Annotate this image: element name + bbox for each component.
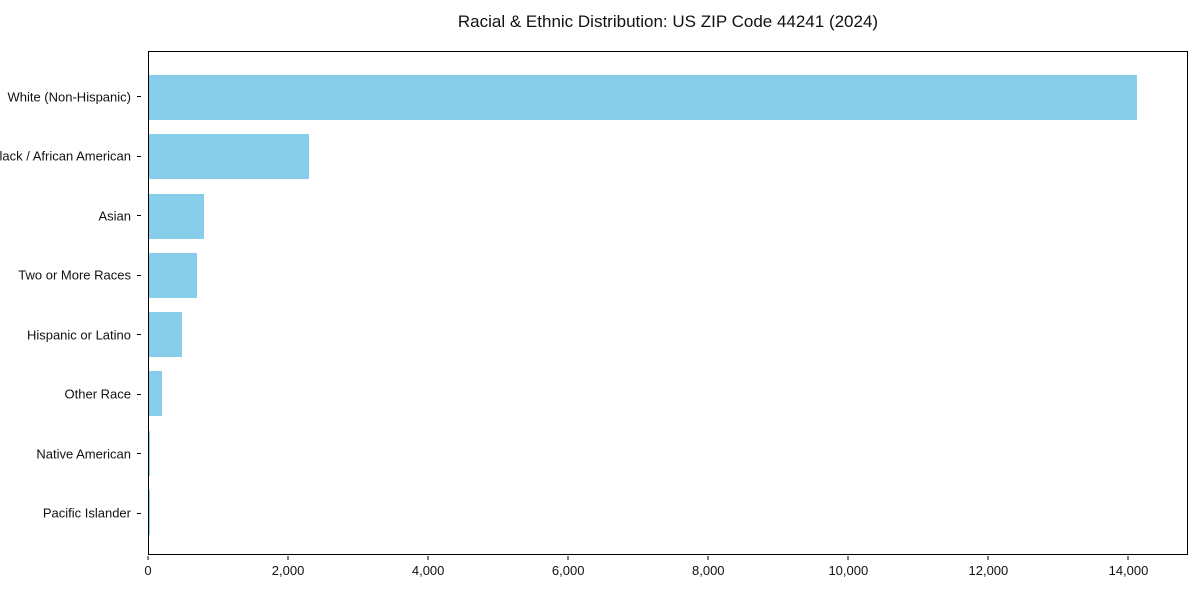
bar-row — [149, 246, 1187, 305]
bar-asian — [149, 193, 204, 239]
bar-hispanic-or-latino — [149, 312, 182, 358]
y-tick-mark — [137, 453, 141, 455]
y-tick-label: Two or More Races — [18, 267, 131, 283]
y-tick-label: Black / African American — [0, 148, 131, 164]
y-tick-label: Other Race — [64, 386, 131, 402]
bar-row — [149, 305, 1187, 364]
plot-area — [148, 51, 1188, 555]
x-tick-label: 6,000 — [551, 563, 585, 578]
x-tick-label: 12,000 — [968, 563, 1009, 578]
x-tick-mark — [567, 556, 569, 560]
y-tick-mark — [137, 274, 141, 276]
y-tick-mark — [137, 96, 141, 98]
x-tick-mark — [427, 556, 429, 560]
y-tick-label: Native American — [36, 446, 131, 462]
x-tick-label: 0 — [144, 563, 152, 578]
bar-black-african-american — [149, 134, 310, 180]
bar-row — [149, 187, 1187, 246]
x-tick-label: 4,000 — [411, 563, 445, 578]
y-tick-mark — [137, 393, 141, 395]
y-tick-mark — [137, 215, 141, 217]
x-tick-mark — [147, 556, 149, 560]
bar-row — [149, 68, 1187, 127]
bar-row — [149, 424, 1187, 483]
bar-native-american — [149, 430, 150, 476]
x-axis: 0 2,000 4,000 6,000 8,000 10,000 12,000 14,000 — [144, 556, 1188, 596]
x-tick-label: 2,000 — [271, 563, 305, 578]
bar-row — [149, 483, 1187, 542]
y-tick-mark — [137, 512, 141, 514]
chart-title: Racial & Ethnic Distribution: US ZIP Cod… — [457, 12, 879, 31]
x-tick-mark — [847, 556, 849, 560]
x-tick-label: 8,000 — [691, 563, 725, 578]
y-tick-label: Pacific Islander — [42, 505, 131, 521]
x-tick-mark — [287, 556, 289, 560]
bar-white-non-hispanic — [149, 75, 1138, 121]
y-tick-label: Asian — [98, 208, 131, 224]
x-tick-label: 10,000 — [828, 563, 869, 578]
bar-row — [149, 127, 1187, 186]
bar-two-or-more-races — [149, 252, 198, 298]
y-axis: White (Non-Hispanic) Black / African Amer… — [0, 67, 141, 543]
y-tick-mark — [137, 334, 141, 336]
bars-container — [149, 52, 1187, 554]
x-tick-mark — [1127, 556, 1129, 560]
y-tick-mark — [137, 155, 141, 157]
bar-row — [149, 364, 1187, 423]
bar-other-race — [149, 371, 162, 417]
y-tick-label: Hispanic or Latino — [26, 327, 131, 343]
y-tick-label: White (Non-Hispanic) — [7, 89, 131, 105]
x-tick-mark — [707, 556, 709, 560]
x-tick-label: 14,000 — [1108, 563, 1149, 578]
x-tick-mark — [987, 556, 989, 560]
